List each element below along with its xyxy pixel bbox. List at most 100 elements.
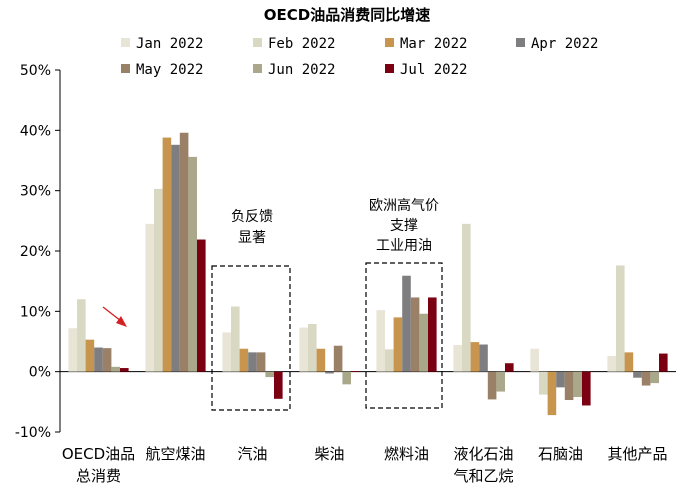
bar	[68, 328, 77, 372]
bar	[453, 345, 462, 372]
bar	[385, 349, 394, 372]
legend-label: Apr 2022	[531, 36, 598, 52]
bar	[265, 371, 274, 378]
bar	[111, 366, 120, 372]
bar	[102, 348, 112, 372]
bar	[539, 371, 548, 395]
bar	[556, 371, 565, 388]
y-tick-label: 10%	[20, 304, 51, 320]
bar	[248, 352, 257, 372]
x-category-label: 汽油	[237, 445, 267, 463]
bar	[462, 223, 471, 372]
bar	[479, 344, 488, 372]
bar	[470, 342, 480, 372]
annotation-negative-feedback: 显著	[238, 230, 266, 246]
bar	[299, 327, 308, 372]
bar	[256, 352, 266, 372]
bar	[77, 299, 86, 372]
y-tick-label: 50%	[20, 63, 51, 79]
chart-bars	[68, 132, 668, 416]
bar	[231, 306, 240, 372]
legend-label: Jun 2022	[268, 62, 335, 78]
bar	[410, 297, 420, 372]
legend-label: Jan 2022	[136, 36, 203, 52]
legend-label: Mar 2022	[400, 36, 467, 52]
legend-swatch	[253, 64, 262, 73]
legend-label: Feb 2022	[268, 36, 335, 52]
bar	[487, 371, 497, 400]
bar	[616, 265, 625, 372]
bar	[316, 348, 326, 372]
legend-swatch	[121, 64, 130, 73]
legend-swatch	[253, 38, 262, 47]
bar	[94, 347, 103, 372]
bar	[120, 368, 129, 372]
x-category-label: 液化石油	[453, 445, 513, 463]
legend-label: May 2022	[136, 62, 203, 78]
bar	[308, 324, 317, 372]
y-tick-label: 20%	[20, 244, 51, 260]
bar	[154, 188, 163, 372]
bar	[342, 371, 351, 385]
bar	[547, 371, 557, 416]
y-tick-label: 30%	[20, 184, 51, 200]
bar	[573, 371, 582, 398]
chart-legend: Jan 2022 Feb 2022 Mar 2022 Apr 2022 May 2022…	[121, 36, 598, 78]
annotation-negative-feedback: 负反馈	[231, 209, 273, 225]
bar	[274, 371, 283, 399]
x-category-label: 气和乙烷	[453, 467, 513, 485]
bar	[402, 275, 411, 372]
bar	[222, 332, 231, 372]
legend-swatch	[516, 38, 525, 47]
bar	[428, 297, 437, 372]
bar	[162, 137, 172, 372]
bar	[188, 156, 197, 372]
bar	[376, 310, 385, 372]
chart-title: OECD油品消费同比增速	[264, 6, 430, 24]
bar	[179, 132, 189, 372]
y-tick-label: 40%	[20, 123, 51, 139]
red-arrow-line	[102, 306, 122, 322]
x-category-label: 石脑油	[538, 445, 583, 463]
bar	[633, 371, 642, 378]
bar	[85, 339, 95, 372]
x-category-label: 其他产品	[607, 445, 667, 463]
legend-swatch	[385, 64, 394, 73]
bar	[333, 345, 343, 372]
legend-swatch	[385, 38, 394, 47]
y-tick-label: -10%	[15, 425, 51, 441]
bar	[530, 348, 539, 372]
x-category-label: 航空煤油	[145, 445, 205, 463]
bar	[393, 317, 403, 372]
x-category-label: 燃料油	[384, 445, 429, 463]
legend-swatch	[121, 38, 130, 47]
x-category-label: OECD油品	[62, 445, 135, 463]
x-category-label: 总消费	[76, 467, 121, 485]
annotation-europe-gas: 工业用油	[376, 238, 432, 254]
bar	[582, 371, 591, 406]
bar	[197, 239, 206, 372]
x-category-label: 柴油	[314, 445, 344, 463]
fuel-oil-highlight-box	[365, 262, 443, 409]
bar	[564, 371, 574, 401]
bar	[145, 223, 154, 372]
bar	[641, 371, 651, 386]
bar	[325, 371, 334, 374]
bar	[505, 363, 514, 372]
red-arrow-head	[116, 316, 127, 327]
bar	[171, 144, 180, 372]
bar	[607, 355, 616, 372]
legend-label: Jul 2022	[400, 62, 467, 78]
annotation-europe-gas: 支撑	[390, 218, 418, 234]
bar	[239, 348, 249, 372]
bar	[419, 313, 428, 372]
y-tick-label: 0%	[29, 365, 51, 381]
bar	[659, 353, 668, 372]
annotation-europe-gas: 欧洲高气价	[369, 197, 439, 214]
bar	[351, 371, 360, 372]
bar	[650, 371, 659, 384]
bar	[624, 352, 634, 372]
